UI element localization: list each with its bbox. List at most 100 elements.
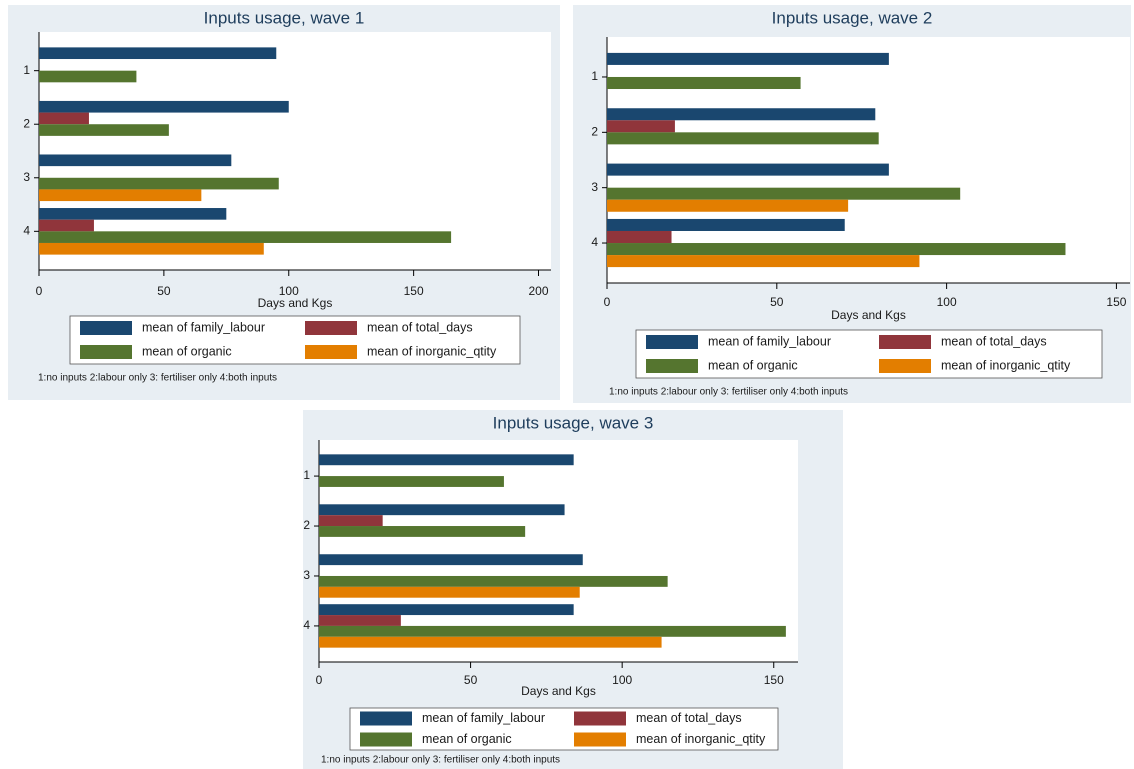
y-tick-label: 3: [591, 180, 598, 194]
y-tick-label: 3: [23, 170, 30, 184]
bar: [607, 76, 801, 90]
bar: [607, 187, 961, 200]
y-tick-label: 3: [303, 568, 310, 582]
bar: [607, 52, 889, 65]
x-tick-label: 100: [279, 284, 299, 298]
x-tick-label: 100: [937, 295, 957, 309]
note: 1:no inputs 2:labour only 3: fertiliser …: [321, 755, 560, 766]
bar: [607, 230, 672, 244]
bar: [319, 554, 583, 566]
legend-box: [349, 707, 779, 751]
legend-box: [69, 315, 521, 365]
bar: [607, 255, 920, 268]
chart-panel: Inputs usage, wave 3 0 50 100 150 Days and Kg…: [303, 410, 843, 769]
bar: [319, 615, 401, 626]
x-tick-label: 50: [770, 295, 784, 309]
bar: [319, 604, 574, 616]
bar: [607, 218, 845, 231]
legend-swatch: [360, 732, 412, 747]
bar: [39, 189, 202, 202]
y-tick-label: 4: [303, 618, 310, 632]
bar: [607, 243, 1066, 256]
bar: [39, 208, 227, 220]
bar: [319, 586, 580, 598]
legend-swatch: [360, 711, 412, 726]
note: 1:no inputs 2:labour only 3: fertiliser …: [38, 373, 277, 384]
x-tick-label: 150: [404, 284, 424, 298]
x-tick-label: 0: [316, 673, 323, 687]
y-tick-label: 2: [303, 518, 310, 532]
bar: [319, 476, 504, 487]
legend-swatch: [80, 345, 132, 359]
bar: [319, 625, 786, 637]
chart-title: Inputs usage, wave 1: [204, 8, 365, 27]
legend-text: mean of inorganic_qtity: [636, 732, 766, 746]
legend-swatch: [574, 732, 626, 747]
y-tick-label: 4: [591, 235, 598, 249]
x-tick-label: 150: [764, 673, 784, 687]
bar: [39, 242, 264, 255]
legend-text: mean of organic: [142, 344, 232, 358]
legend-text: mean of organic: [708, 358, 798, 372]
legend-swatch: [574, 711, 626, 726]
bar: [319, 504, 565, 516]
bar: [39, 70, 137, 83]
x-tick-label: 50: [464, 673, 478, 687]
legend-box: [635, 329, 1103, 379]
legend-text: mean of inorganic_qtity: [367, 344, 497, 358]
bar: [319, 575, 668, 587]
bar: [319, 454, 574, 466]
bar: [39, 231, 452, 243]
bar: [39, 112, 89, 125]
chart-panel: Inputs usage, wave 2 0 50 100 150 Days and Kg…: [573, 5, 1131, 403]
chart-panel: Inputs usage, wave 1 0 50 100 150 200 Days and…: [8, 5, 560, 400]
legend-swatch: [305, 321, 357, 335]
legend-text: mean of family_labour: [708, 334, 831, 348]
legend-swatch: [646, 335, 698, 349]
y-tick-label: 1: [23, 63, 30, 77]
bar: [607, 108, 876, 121]
chart-title: Inputs usage, wave 3: [493, 413, 654, 432]
bar: [39, 47, 277, 60]
y-tick-label: 1: [591, 69, 598, 83]
bar: [39, 154, 232, 167]
y-tick-label: 1: [303, 468, 310, 482]
bar: [319, 636, 662, 648]
legend-swatch: [879, 359, 931, 373]
y-tick-label: 4: [23, 223, 30, 237]
bar: [319, 515, 383, 527]
x-axis-label: Days and Kgs: [521, 684, 596, 698]
x-tick-label: 200: [528, 284, 548, 298]
bar: [607, 163, 889, 176]
legend-text: mean of inorganic_qtity: [941, 358, 1071, 372]
legend-text: mean of organic: [422, 732, 512, 746]
x-axis-label: Days and Kgs: [258, 296, 333, 310]
bar: [607, 199, 849, 212]
x-tick-label: 100: [612, 673, 632, 687]
bar: [39, 177, 279, 190]
legend-text: mean of family_labour: [422, 711, 545, 725]
chart-title: Inputs usage, wave 2: [772, 8, 933, 27]
x-axis-label: Days and Kgs: [831, 308, 906, 322]
y-tick-label: 2: [591, 124, 598, 138]
legend-swatch: [80, 321, 132, 335]
note: 1:no inputs 2:labour only 3: fertiliser …: [609, 387, 848, 398]
bar: [39, 219, 94, 232]
bar: [607, 120, 675, 133]
x-tick-label: 150: [1106, 295, 1126, 309]
bar: [39, 124, 169, 136]
legend-text: mean of total_days: [941, 334, 1047, 348]
x-tick-label: 0: [36, 284, 43, 298]
legend-swatch: [305, 345, 357, 359]
x-tick-label: 50: [157, 284, 171, 298]
legend-text: mean of total_days: [367, 320, 473, 334]
y-tick-label: 2: [23, 116, 30, 130]
bar: [39, 100, 289, 113]
bar: [607, 132, 879, 145]
legend-text: mean of family_labour: [142, 320, 265, 334]
bar: [319, 526, 526, 537]
legend-swatch: [879, 335, 931, 349]
legend-text: mean of total_days: [636, 711, 742, 725]
legend-swatch: [646, 359, 698, 373]
